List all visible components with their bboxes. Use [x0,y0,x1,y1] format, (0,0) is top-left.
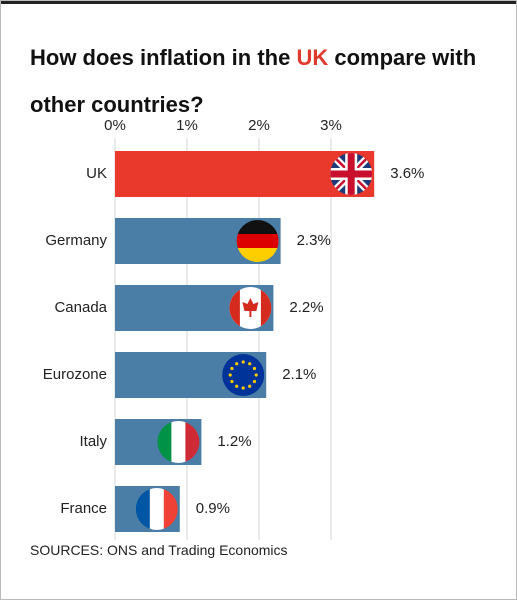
flag-part [236,234,279,249]
flag-part [229,287,240,329]
value-label: 3.6% [390,165,424,182]
flag-part [163,488,178,530]
title-highlight: UK [296,45,329,70]
y-tick-label: Canada [54,299,107,316]
y-tick-label: Germany [45,232,107,249]
flag-part [135,488,151,530]
flag-part [252,379,257,384]
flag-part [260,287,272,329]
flag-part [252,366,257,371]
flag-part [241,360,245,364]
value-label: 2.3% [297,232,331,249]
flag-icon [236,220,279,262]
flag-part [235,362,239,366]
value-label: 2.1% [282,366,316,383]
x-tick-label: 0% [104,117,126,134]
flag-part [235,384,239,388]
flag-icon [330,153,373,195]
y-tick-label: UK [86,165,107,182]
value-label: 1.2% [217,433,251,450]
y-tick-label: Eurozone [43,366,107,383]
flag-part [230,379,234,384]
flag-part [254,373,258,377]
flag-part [228,373,232,377]
flag-part [157,421,172,463]
y-tick-label: France [60,500,107,517]
flag-part [149,488,165,530]
top-rule [0,0,517,4]
source: SOURCES: ONS and Trading Economics [30,542,288,558]
flag-icon [157,421,200,463]
flag-part [242,298,259,317]
flag-icon [222,354,265,396]
flag-part [171,421,186,463]
flag-icon [135,488,178,530]
flag-icon [229,287,272,329]
flag-part [222,354,265,396]
flag-part [236,248,279,262]
flag-part [248,362,252,366]
x-tick-label: 1% [176,117,198,134]
value-label: 2.2% [289,299,323,316]
x-tick-label: 3% [320,117,342,134]
flag-part [248,384,252,388]
flag-part [230,366,234,371]
flag-part [241,386,245,390]
flag-part [185,421,200,463]
chart-title: How does inflation in the UK compare wit… [30,45,477,117]
flag-part [347,153,355,195]
flag-part [236,220,279,235]
value-label: 0.9% [196,500,230,517]
y-tick-label: Italy [79,433,107,450]
x-tick-label: 2% [248,117,270,134]
